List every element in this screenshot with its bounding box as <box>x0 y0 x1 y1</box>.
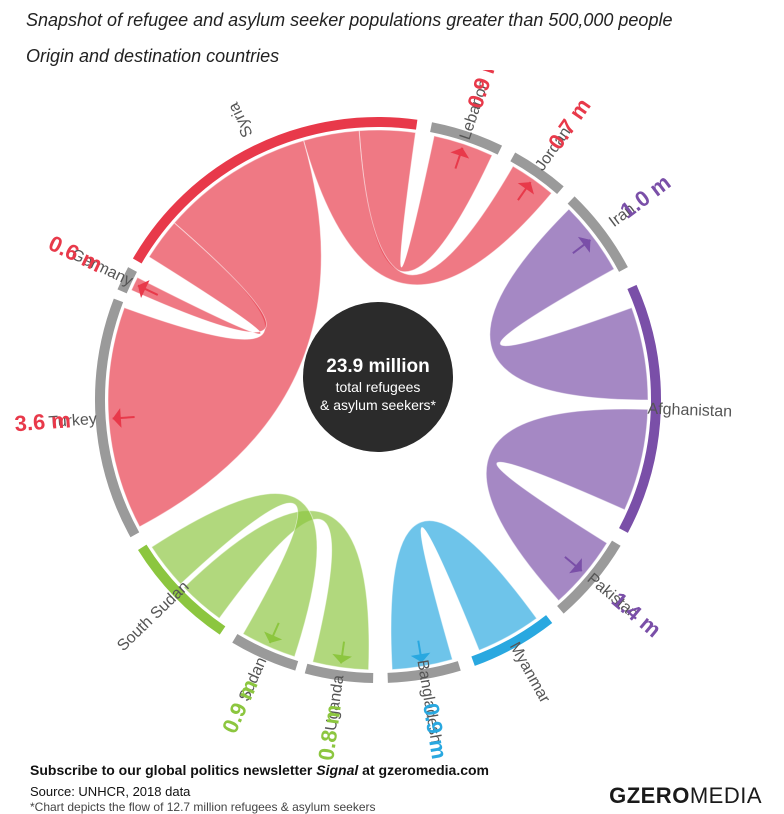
logo-light: MEDIA <box>689 783 762 808</box>
arrow-head-iran <box>577 236 591 253</box>
ribbon-syria-to-germany <box>130 222 267 335</box>
center-circle <box>303 302 453 452</box>
arc-turkey <box>95 298 140 538</box>
arc-pakistan <box>557 540 621 614</box>
value-jordan: 0.7 m <box>543 94 596 154</box>
label-south-sudan: South Sudan <box>114 578 192 655</box>
group-arcs <box>95 117 661 683</box>
arrow-head-jordan <box>517 182 534 195</box>
newsletter-line[interactable]: Subscribe to our global politics newslet… <box>30 762 489 778</box>
arrow-head-germany <box>137 280 150 298</box>
arc-afghanistan <box>619 284 661 533</box>
arrow-head-sudan <box>264 631 283 644</box>
label-myanmar: Myanmar <box>506 639 554 706</box>
arrow-head-uganda <box>332 653 352 664</box>
arc-south-sudan <box>138 544 226 635</box>
center-line1: total refugees <box>336 379 421 395</box>
label-turkey: Turkey <box>48 411 97 431</box>
arc-germany <box>117 267 137 294</box>
value-lebanon: 0.9 m <box>462 70 504 111</box>
value-bangladesh: 0.9 m <box>418 701 452 760</box>
newsletter-post: at gzeromedia.com <box>358 762 489 778</box>
ribbon-syria-to-jordan <box>302 130 553 286</box>
newsletter-name: Signal <box>316 762 359 778</box>
arrow-head-turkey <box>112 408 122 428</box>
arc-jordan <box>510 152 564 194</box>
source-note: Source: UNHCR, 2018 data <box>30 784 191 799</box>
arc-lebanon <box>430 122 503 155</box>
value-iran: 1.0 m <box>615 170 675 224</box>
center-line2: & asylum seekers* <box>320 397 436 413</box>
center-total: 23.9 million <box>326 356 429 377</box>
ribbon-myanmar-to-bangladesh <box>390 520 538 671</box>
arc-bangladesh <box>387 661 461 683</box>
arc-iran <box>567 196 628 272</box>
arc-uganda <box>304 663 374 683</box>
arc-myanmar <box>471 615 553 666</box>
value-pakistan: 1.4 m <box>607 587 666 642</box>
ribbon-afghanistan-to-iran <box>489 208 649 401</box>
chart-title: Snapshot of refugee and asylum seeker po… <box>26 10 673 30</box>
arc-syria <box>132 117 418 264</box>
label-syria: Syria <box>225 99 256 139</box>
ribbon-syria-to-turkey <box>107 139 322 528</box>
chart-footnote: *Chart depicts the flow of 12.7 million … <box>30 800 376 814</box>
value-germany: 0.6 m <box>45 230 107 277</box>
label-afghanistan: Afghanistan <box>647 401 732 421</box>
ribbon-south-sudan-to-uganda <box>183 510 370 671</box>
arrow-head-lebanon <box>450 147 470 159</box>
value-turkey: 3.6 m <box>14 407 72 436</box>
ribbon-afghanistan-to-pakistan <box>485 408 649 602</box>
value-sudan: 0.9 m <box>217 675 263 737</box>
value-uganda: 0.8 m <box>313 703 346 760</box>
arrow-head-bangladesh <box>410 652 431 663</box>
gzero-logo[interactable]: GZEROMEDIA <box>609 783 762 809</box>
ribbon-south-sudan-to-sudan <box>150 493 318 658</box>
flow-ribbons <box>107 129 649 671</box>
newsletter-pre: Subscribe to our global politics newslet… <box>30 762 317 778</box>
logo-bold: GZERO <box>609 783 690 808</box>
chart-subtitle: Origin and destination countries <box>26 46 280 66</box>
arc-sudan <box>232 633 299 671</box>
